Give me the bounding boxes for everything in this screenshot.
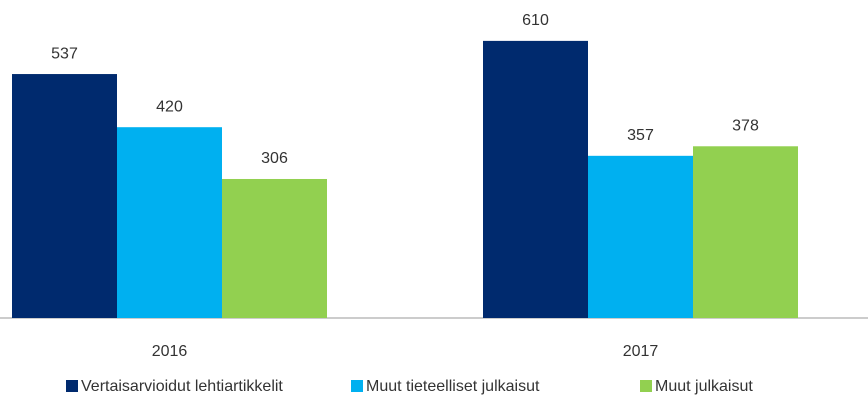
value-label: 306 [261, 150, 288, 167]
bar [693, 146, 798, 318]
bar [222, 178, 327, 318]
bar [483, 40, 588, 319]
legend-label: Muut tieteelliset julkaisut [366, 378, 540, 395]
value-label: 537 [51, 45, 78, 62]
value-label: 357 [627, 127, 654, 144]
x-tick-label: 2017 [623, 343, 659, 360]
legend-swatch [66, 380, 78, 392]
x-tick-label: 2016 [152, 343, 188, 360]
legend-label: Muut julkaisut [655, 378, 753, 395]
legend-label: Vertaisarvioidut lehtiartikkelit [81, 378, 283, 395]
bar [12, 74, 117, 318]
legend-swatch [640, 380, 652, 392]
value-label: 378 [732, 117, 759, 134]
value-label: 420 [156, 98, 183, 115]
bar [117, 127, 222, 318]
legend-swatch [351, 380, 363, 392]
value-label: 610 [522, 12, 549, 29]
bar [588, 155, 693, 318]
